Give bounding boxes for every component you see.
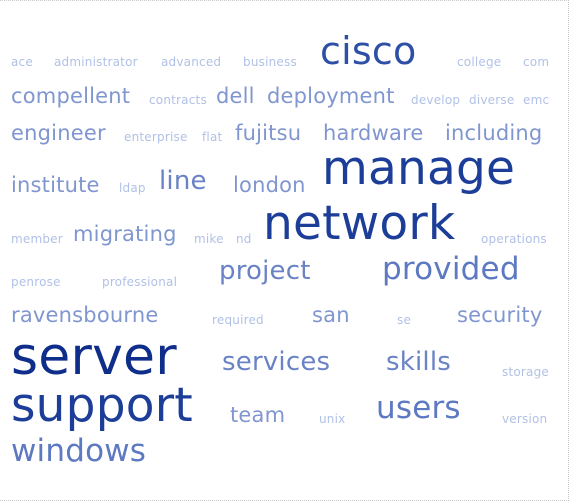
word-required[interactable]: required — [212, 313, 264, 327]
word-ldap[interactable]: ldap — [119, 181, 146, 195]
word-institute[interactable]: institute — [11, 173, 100, 197]
word-san[interactable]: san — [312, 303, 350, 327]
word-line[interactable]: line — [159, 166, 207, 196]
word-advanced[interactable]: advanced — [161, 55, 222, 69]
word-manage[interactable]: manage — [322, 141, 516, 196]
word-ravensbourne[interactable]: ravensbourne — [11, 303, 159, 327]
word-including[interactable]: including — [445, 121, 543, 145]
word-network[interactable]: network — [263, 196, 456, 251]
word-se[interactable]: se — [397, 313, 412, 327]
word-support[interactable]: support — [11, 378, 193, 433]
word-develop[interactable]: develop — [411, 93, 461, 107]
word-windows[interactable]: windows — [11, 433, 147, 469]
word-project[interactable]: project — [219, 256, 311, 286]
word-hardware[interactable]: hardware — [323, 121, 424, 145]
word-fujitsu[interactable]: fujitsu — [235, 121, 302, 145]
word-compellent[interactable]: compellent — [11, 84, 131, 108]
word-migrating[interactable]: migrating — [73, 222, 177, 246]
word-mike[interactable]: mike — [194, 232, 224, 246]
word-london[interactable]: london — [233, 173, 306, 197]
word-college[interactable]: college — [457, 55, 502, 69]
word-skills[interactable]: skills — [386, 347, 452, 377]
word-ace[interactable]: ace — [11, 55, 33, 69]
word-users[interactable]: users — [376, 390, 461, 426]
word-operations[interactable]: operations — [481, 232, 547, 246]
word-provided[interactable]: provided — [382, 251, 520, 287]
word-enterprise[interactable]: enterprise — [124, 130, 188, 144]
word-member[interactable]: member — [11, 232, 63, 246]
word-com[interactable]: com — [523, 55, 550, 69]
word-engineer[interactable]: engineer — [11, 121, 106, 145]
word-unix[interactable]: unix — [319, 412, 346, 426]
word-nd[interactable]: nd — [236, 232, 252, 246]
word-deployment[interactable]: deployment — [267, 84, 395, 108]
word-services[interactable]: services — [222, 347, 331, 377]
word-server[interactable]: server — [11, 327, 177, 387]
word-diverse[interactable]: diverse — [469, 93, 515, 107]
word-storage[interactable]: storage — [502, 365, 549, 379]
word-business[interactable]: business — [243, 55, 297, 69]
word-contracts[interactable]: contracts — [149, 93, 207, 107]
word-penrose[interactable]: penrose — [11, 275, 61, 289]
word-flat[interactable]: flat — [202, 130, 223, 144]
word-cisco[interactable]: cisco — [320, 29, 417, 73]
word-security[interactable]: security — [457, 303, 543, 327]
word-administrator[interactable]: administrator — [54, 55, 138, 69]
word-team[interactable]: team — [230, 403, 286, 427]
word-professional[interactable]: professional — [102, 275, 178, 289]
word-emc[interactable]: emc — [523, 93, 550, 107]
word-dell[interactable]: dell — [216, 84, 255, 108]
word-version[interactable]: version — [502, 412, 548, 426]
